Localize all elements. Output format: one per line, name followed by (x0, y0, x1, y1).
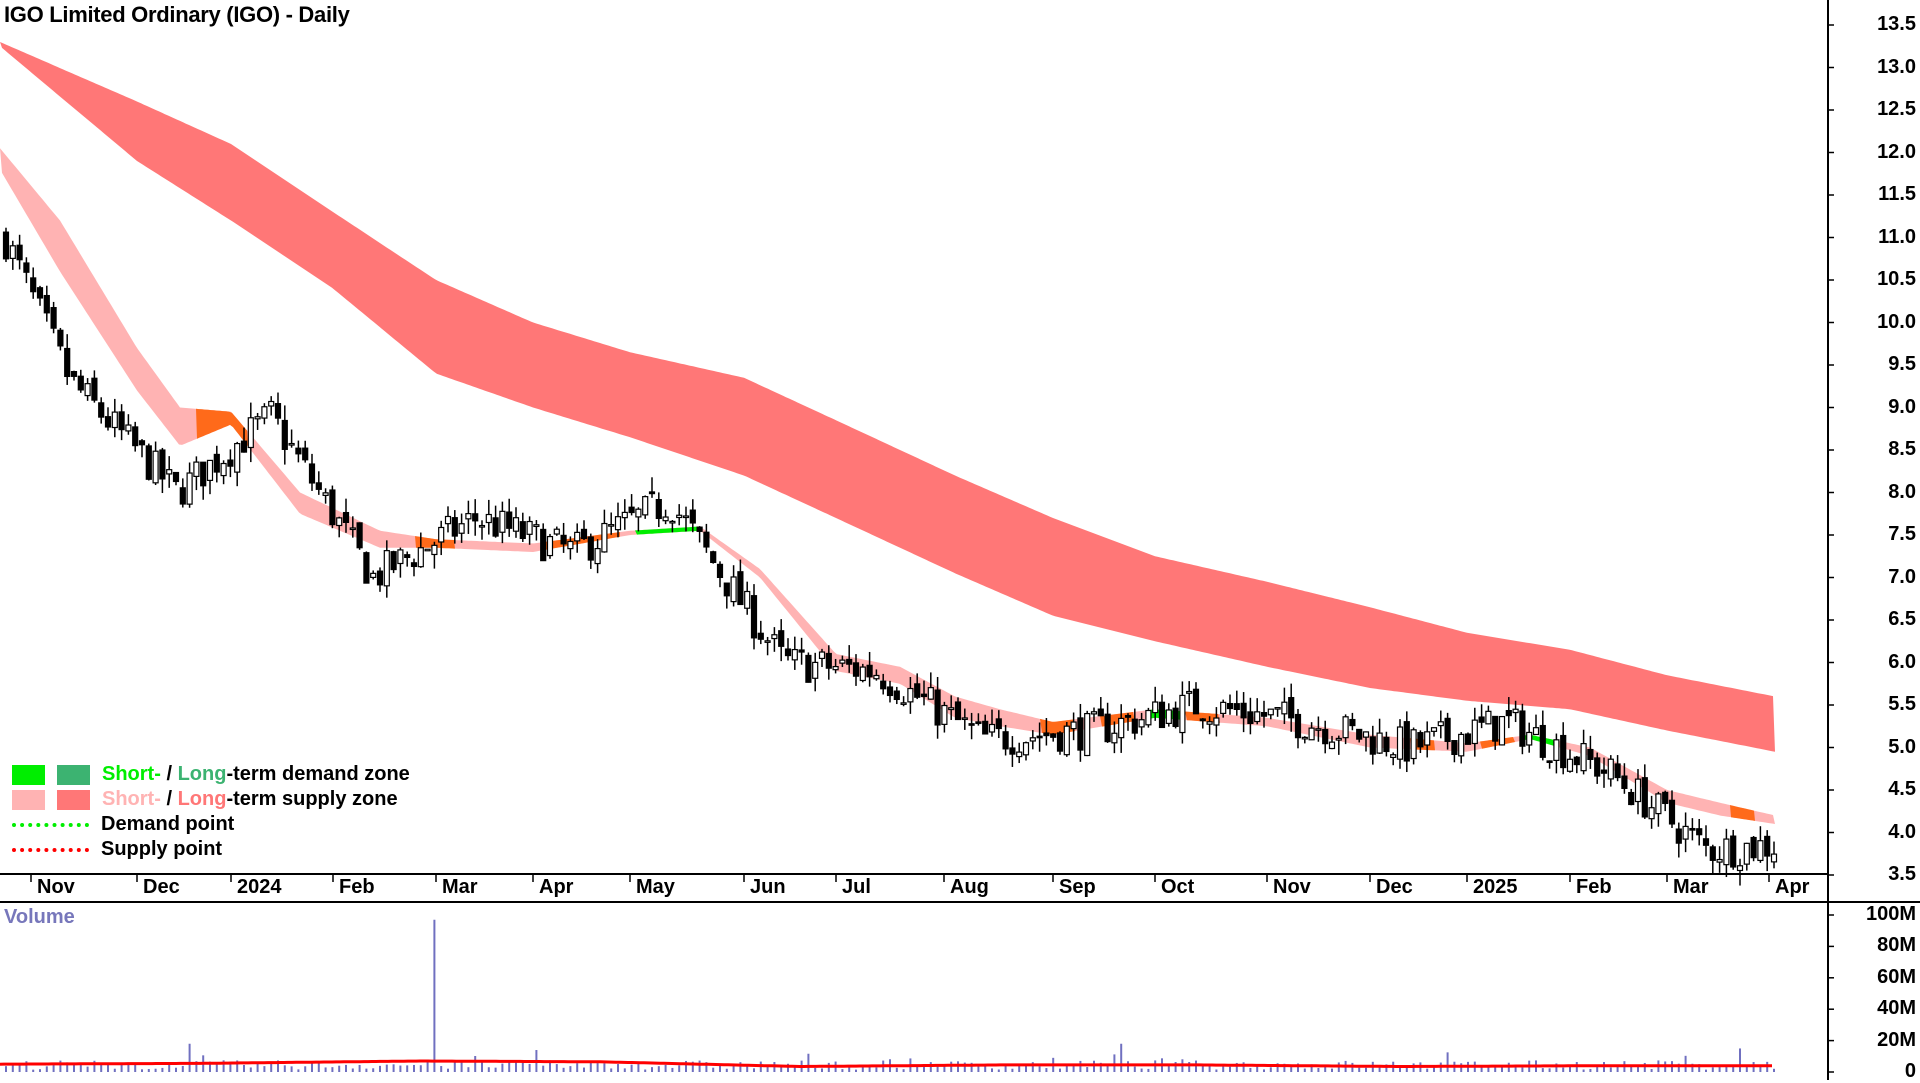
price-tick-label: 12.0 (1877, 140, 1916, 163)
volume-tick-label: 40M (1877, 997, 1916, 1020)
date-tick-label: Feb (1576, 876, 1612, 898)
date-tick-label: Mar (442, 876, 478, 898)
legend-sep: / (160, 763, 178, 785)
price-tick-label: 3.5 (1888, 863, 1916, 885)
volume-bars (5, 919, 1775, 1072)
price-tick-label: 4.5 (1888, 778, 1916, 800)
legend-demand-point-text: Demand point (101, 813, 235, 835)
long-term-supply-zone (0, 42, 1775, 752)
date-tick-label: Jul (842, 876, 871, 898)
date-tick-label: Oct (1161, 876, 1195, 898)
overlap-zone (196, 408, 248, 447)
long-supply-swatch-icon (57, 789, 90, 810)
date-tick-label: Nov (1273, 876, 1311, 898)
price-tick-label: 5.5 (1888, 693, 1916, 715)
chart-legend: Short- / Long -term demand zone Short- /… (12, 762, 410, 862)
chart-title: IGO Limited Ordinary (IGO) - Daily (4, 2, 350, 27)
date-tick-label: Sep (1059, 876, 1096, 898)
price-tick-label: 6.5 (1888, 608, 1916, 630)
candlesticks (2, 227, 1778, 886)
price-tick-label: 11.0 (1878, 225, 1916, 248)
price-tick-label: 12.5 (1877, 98, 1916, 120)
legend-long-label: Long (177, 763, 227, 785)
volume-tick-label: 100M (1865, 903, 1916, 925)
legend-demand-point: Demand point (12, 812, 410, 837)
legend-supply-point-text: Supply point (101, 838, 223, 860)
date-tick-label: May (636, 876, 675, 898)
date-tick-label: 2024 (237, 876, 282, 898)
supply-point-line-icon (12, 847, 89, 852)
date-tick-label: Feb (339, 876, 375, 898)
legend-supply-point: Supply point (12, 837, 410, 862)
price-tick-label: 9.5 (1888, 353, 1916, 375)
price-tick-label: 11.5 (1878, 183, 1916, 205)
price-tick-label: 9.0 (1888, 395, 1916, 418)
short-supply-swatch-icon (12, 789, 45, 810)
legend-sep: / (160, 788, 178, 810)
volume-tick-label: 0 (1904, 1060, 1916, 1082)
price-tick-label: 7.5 (1888, 523, 1916, 545)
overlap-zone (1730, 805, 1755, 821)
legend-supply-zone-text: -term supply zone (226, 788, 398, 810)
legend-demand-zone-text: -term demand zone (226, 763, 410, 785)
date-tick-label: Apr (1775, 876, 1810, 898)
price-tick-label: 13.5 (1877, 13, 1916, 35)
date-tick-label: 2025 (1473, 876, 1518, 898)
short-demand-swatch-icon (12, 764, 45, 785)
legend-demand-zone: Short- / Long -term demand zone (12, 762, 410, 787)
price-tick-label: 10.5 (1877, 268, 1916, 290)
date-tick-label: Mar (1673, 876, 1709, 898)
date-tick-label: Jun (750, 876, 786, 898)
volume-panel-label: Volume (4, 906, 75, 928)
legend-long-label: Long (177, 788, 227, 810)
date-tick-label: Dec (1376, 876, 1413, 898)
volume-tick-label: 20M (1877, 1028, 1916, 1051)
price-tick-label: 10.0 (1877, 310, 1916, 333)
price-tick-label: 8.0 (1888, 480, 1916, 503)
price-tick-label: 6.0 (1888, 650, 1916, 673)
price-tick-label: 4.0 (1888, 820, 1916, 843)
demand-point-line-icon (12, 822, 89, 827)
price-tick-label: 13.0 (1877, 55, 1916, 78)
date-tick-label: Nov (37, 876, 75, 898)
volume-tick-label: 80M (1877, 934, 1916, 957)
overlap-zone (1480, 737, 1515, 749)
volume-average-line (0, 1059, 1772, 1068)
volume-tick-label: 60M (1877, 965, 1916, 988)
short-term-demand-zone (635, 526, 700, 535)
price-tick-label: 7.0 (1888, 565, 1916, 588)
date-tick-label: Dec (143, 876, 180, 898)
date-tick-label: Aug (950, 876, 989, 898)
price-tick-label: 8.5 (1888, 438, 1916, 460)
legend-short-label: Short- (102, 763, 161, 785)
long-demand-swatch-icon (57, 764, 90, 785)
legend-short-label: Short- (102, 788, 161, 810)
legend-supply-zone: Short- / Long -term supply zone (12, 787, 410, 812)
date-tick-label: Apr (539, 876, 574, 898)
price-tick-label: 5.0 (1888, 735, 1916, 758)
